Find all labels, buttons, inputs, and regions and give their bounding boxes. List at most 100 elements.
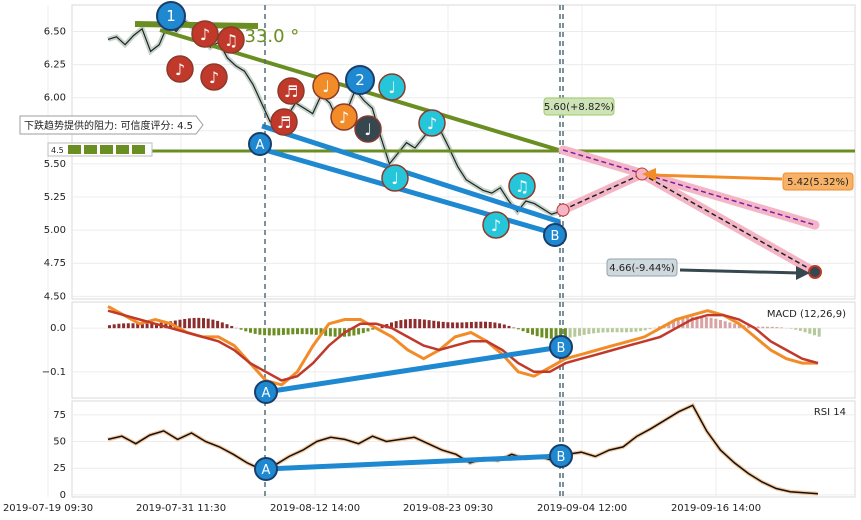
macd-bar [446, 322, 450, 329]
macd-bar [606, 328, 610, 333]
macd-series [107, 305, 821, 387]
macd-bar [817, 328, 821, 337]
macd-bar [300, 328, 304, 335]
note-glyph: ♪ [339, 108, 349, 127]
y-tick-label: 25 [53, 463, 66, 474]
macd-bar [634, 328, 638, 332]
y-tick-label: −0.1 [42, 367, 66, 378]
note-glyph: ♫ [515, 177, 529, 196]
target-mid-text: 5.42(5.32%) [787, 177, 849, 188]
macd-bar [629, 328, 633, 333]
macd-line [107, 305, 818, 387]
x-tick-label: 2019-07-31 11:30 [136, 503, 226, 514]
macd-bar [220, 322, 224, 329]
macd-bar [676, 319, 680, 329]
macd-bar [230, 326, 234, 329]
macd-bar [187, 318, 191, 329]
macd-bar [559, 328, 563, 339]
macd-bar [380, 325, 384, 329]
note-marker [330, 103, 358, 131]
macd-bar [258, 328, 262, 335]
macd-bar [700, 316, 704, 329]
macd-bar [333, 328, 337, 337]
note-glyph: ♪ [209, 68, 219, 87]
macd-bar [338, 328, 342, 337]
y-tick-label: 0.0 [50, 323, 66, 334]
macd-bar [206, 318, 210, 329]
macd-bar [192, 317, 196, 329]
macd-bar [136, 323, 140, 329]
resistance-callout: 下跌趋势提供的阻力: 可信度评分: 4.5 4.5 [19, 115, 204, 157]
macd-bar [535, 328, 539, 337]
macd-bar [291, 328, 295, 335]
point-badge [254, 457, 278, 481]
resistance-score: 4.5 [51, 146, 64, 155]
macd-divergence-line [265, 344, 562, 395]
macd-bar [573, 328, 577, 337]
macd-panel [71, 301, 856, 399]
macd-bar [625, 328, 628, 333]
macd-bar [390, 322, 393, 329]
x-tick-label: 2019-07-19 09:30 [3, 503, 93, 514]
macd-bar [563, 328, 567, 339]
target-low-text: 4.66(-9.44%) [609, 263, 675, 274]
rsi-panel [71, 400, 856, 498]
macd-bar [267, 328, 271, 336]
macd-bar [451, 322, 455, 329]
note-marker [418, 109, 446, 137]
macd-bar [516, 328, 520, 330]
macd-bar [545, 328, 549, 339]
point-badges: 1 2 A B A B A B [156, 1, 573, 481]
macd-bar [286, 328, 290, 335]
macd-bar [531, 328, 534, 335]
macd-bar [253, 328, 257, 334]
macd-bar [122, 323, 126, 329]
point-badge-label: B [557, 450, 566, 465]
macd-bar [394, 321, 398, 329]
macd-bar [263, 328, 267, 336]
note-glyph: ♬ [277, 113, 291, 132]
macd-bar [507, 325, 511, 329]
rsi-divergence-line [265, 453, 562, 472]
macd-bar [216, 320, 220, 329]
macd-bar [427, 320, 431, 329]
macd-bar [422, 319, 426, 329]
macd-bar [408, 318, 412, 329]
y-tick-label: 50 [53, 437, 66, 448]
note-marker [378, 73, 406, 101]
point-badge-label: A [256, 138, 265, 153]
macd-bar [639, 328, 643, 332]
y-tick-label: 6.25 [44, 60, 66, 71]
macd-bar [328, 328, 332, 337]
macd-bar [488, 321, 492, 329]
macd-bar [596, 328, 600, 333]
macd-bar [798, 328, 802, 331]
macd-bar [695, 316, 699, 329]
target-up-text: 5.60(+8.82%) [544, 102, 614, 113]
target-low-arrow [679, 268, 801, 275]
macd-bar [465, 322, 469, 329]
macd-bar [643, 328, 647, 331]
macd-bar [469, 321, 473, 329]
macd-bar [775, 327, 779, 329]
macd-bar [813, 328, 816, 336]
macd-bar [371, 328, 375, 330]
macd-bar [319, 328, 323, 336]
macd-bar [690, 316, 694, 329]
macd-bar [709, 317, 713, 329]
note-marker [312, 72, 340, 100]
note-glyph: ♫ [224, 31, 238, 50]
note-marker [277, 77, 305, 105]
macd-bar [601, 328, 605, 333]
macd-bar [310, 328, 314, 335]
macd-bar [225, 324, 229, 329]
macd-bar [173, 320, 177, 329]
resistance-text: 下跌趋势提供的阻力: 可信度评分: 4.5 [24, 119, 193, 132]
point-badge [549, 444, 573, 468]
macd-bar [719, 319, 722, 329]
macd-bar [183, 318, 187, 329]
macd-bar [164, 322, 168, 329]
macd-bar [244, 328, 248, 332]
x-tick-labels: 2019-07-19 09:30 2019-07-31 11:30 2019-08-… [3, 503, 761, 514]
